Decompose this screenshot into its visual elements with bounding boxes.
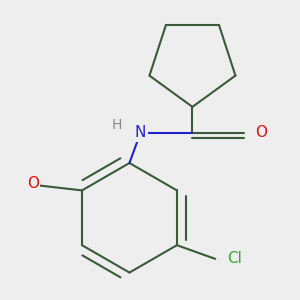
Text: O: O [27, 176, 39, 191]
Text: H: H [112, 118, 122, 132]
Text: N: N [135, 125, 146, 140]
Text: O: O [255, 125, 267, 140]
Text: Cl: Cl [227, 251, 242, 266]
